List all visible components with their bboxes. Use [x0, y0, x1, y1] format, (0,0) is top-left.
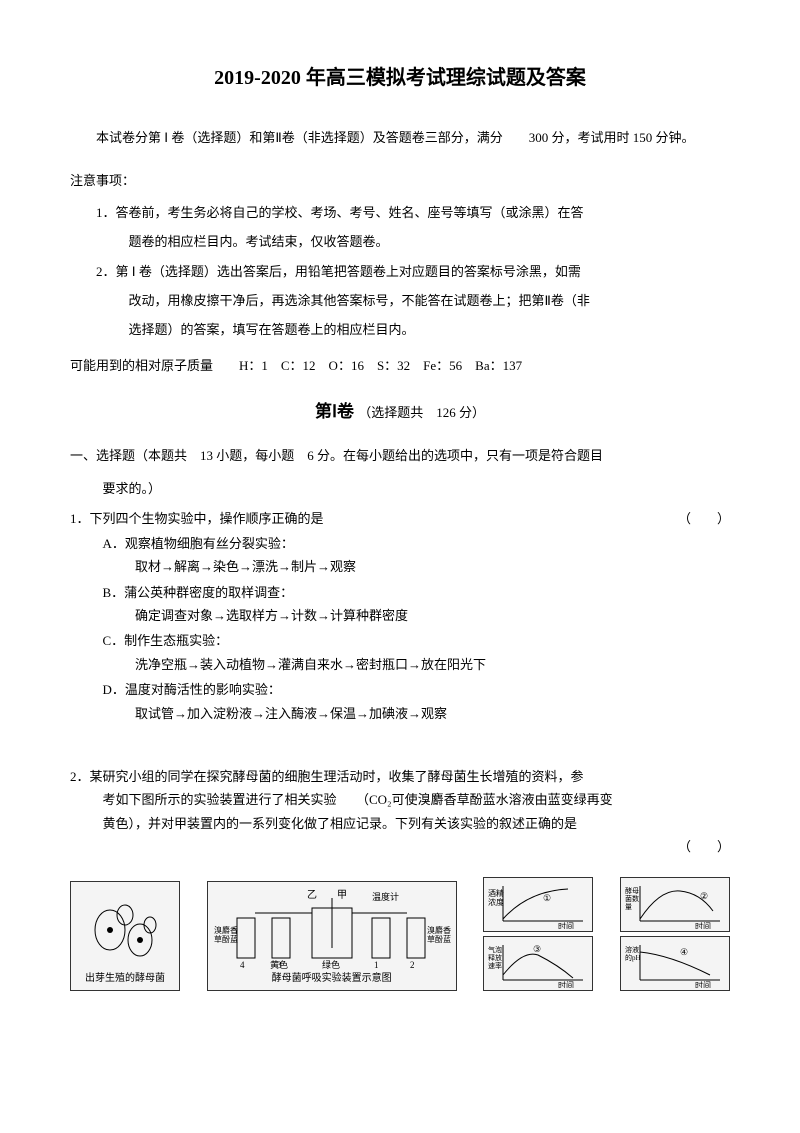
svg-text:溴麝香: 溴麝香 [214, 925, 238, 935]
svg-text:菌数: 菌数 [625, 894, 639, 903]
svg-text:时间: 时间 [695, 980, 711, 988]
section1-head: 一、选择题（本题共 13 小题，每小题 6 分。在每小题给出的选项中，只有一项是… [70, 444, 730, 467]
q2-paren: （ ） [103, 835, 731, 858]
svg-text:③: ③ [533, 944, 541, 954]
svg-text:溶液: 溶液 [625, 945, 639, 954]
svg-text:甲: 甲 [337, 890, 347, 901]
graph2-icon: 酵母 菌数 量 时间 ② [625, 881, 725, 929]
section1-head2: 要求的。） [103, 477, 731, 500]
q2-line2: 考如下图所示的实验装置进行了相关实验 （CO₂可使溴麝香草酚蓝水溶液由蓝变绿再变 [103, 788, 731, 811]
q1-paren: （ ） [678, 507, 730, 530]
note-2c: 选择题）的答案，填写在答题卷上的相应栏目内。 [129, 318, 731, 341]
figure-apparatus: 乙 甲 温度计 溴麝香 草酚蓝 黄色 4 3 绿色 1 2 溴麝香 草酚蓝 酵母… [207, 881, 457, 991]
svg-text:释放: 释放 [488, 953, 502, 962]
svg-text:酵母: 酵母 [625, 887, 639, 895]
svg-text:1: 1 [374, 960, 379, 970]
q1-optA: A．观察植物细胞有丝分裂实验： [103, 532, 731, 555]
notes-heading: 注意事项： [70, 169, 730, 192]
svg-text:浓度: 浓度 [488, 897, 504, 907]
svg-text:乙: 乙 [307, 889, 317, 901]
svg-text:量: 量 [625, 903, 632, 911]
svg-text:草酚蓝: 草酚蓝 [214, 934, 238, 944]
yeast-icon [80, 890, 170, 970]
svg-text:②: ② [700, 891, 708, 901]
svg-text:时间: 时间 [695, 921, 711, 929]
graph1-icon: 酒精 浓度 时间 ① [488, 881, 588, 929]
figure-row: 出芽生殖的酵母菌 乙 甲 温度计 溴麝香 草酚蓝 黄色 4 3 绿色 1 2 溴… [70, 877, 730, 991]
figure-graph2: 酵母 菌数 量 时间 ② [620, 877, 730, 932]
q1-optB2: 确定调查对象→选取样方→计数→计算种群密度 [135, 604, 730, 627]
part1-sub: （选择题共 126 分） [358, 405, 485, 420]
q1-optD: D．温度对酶活性的影响实验： [103, 678, 731, 701]
q1-text: 1．下列四个生物实验中，操作顺序正确的是 [70, 507, 324, 530]
svg-text:绿色: 绿色 [322, 959, 340, 970]
note-2b: 改动，用橡皮擦干净后，再选涂其他答案标号，不能答在试题卷上；把第Ⅱ卷（非 [129, 289, 731, 312]
svg-text:①: ① [543, 893, 551, 903]
svg-text:草酚蓝: 草酚蓝 [427, 934, 451, 944]
svg-text:4: 4 [240, 960, 245, 970]
svg-text:④: ④ [680, 947, 688, 957]
figure-graphs-left: 酒精 浓度 时间 ① 气泡 释放 速率 时间 ③ [483, 877, 593, 991]
q1-optD2: 取试管→加入淀粉液→注入酶液→保温→加碘液→观察 [135, 702, 730, 725]
q2-line1: 2．某研究小组的同学在探究酵母菌的细胞生理活动时，收集了酵母菌生长增殖的资料，参 [70, 765, 730, 788]
svg-text:溴麝香: 溴麝香 [427, 925, 451, 935]
part1-title: 第Ⅰ卷 （选择题共 126 分） [70, 397, 730, 428]
svg-text:酒精: 酒精 [488, 888, 504, 898]
q1-optB: B．蒲公英种群密度的取样调查： [103, 581, 731, 604]
svg-text:温度计: 温度计 [372, 891, 399, 902]
figure-yeast: 出芽生殖的酵母菌 [70, 881, 180, 991]
figure-graphs-right: 酵母 菌数 量 时间 ② 溶液 的pH 时间 ④ [620, 877, 730, 991]
note-1b: 题卷的相应栏目内。考试结束，仅收答题卷。 [129, 230, 731, 253]
figure-graph1: 酒精 浓度 时间 ① [483, 877, 593, 932]
q1-optA2: 取材→解离→染色→漂洗→制片→观察 [135, 555, 730, 578]
q1-optC: C．制作生态瓶实验： [103, 629, 731, 652]
svg-text:气泡: 气泡 [488, 945, 502, 954]
note-2a: 2．第 Ⅰ 卷（选择题）选出答案后，用铅笔把答题卷上对应题目的答案标号涂黑，如需 [96, 260, 730, 283]
svg-text:速率: 速率 [488, 961, 502, 970]
svg-text:时间: 时间 [558, 921, 574, 929]
page-title: 2019-2020 年高三模拟考试理综试题及答案 [70, 60, 730, 96]
figure-graph4: 溶液 的pH 时间 ④ [620, 936, 730, 991]
figure-graph3: 气泡 释放 速率 时间 ③ [483, 936, 593, 991]
atomic-mass: 可能用到的相对原子质量 H：1 C：12 O：16 S：32 Fe：56 Ba：… [70, 354, 730, 377]
svg-text:时间: 时间 [558, 980, 574, 988]
intro-text: 本试卷分第 Ⅰ 卷（选择题）和第Ⅱ卷（非选择题）及答题卷三部分，满分 300 分… [70, 126, 730, 149]
svg-text:2: 2 [410, 960, 415, 970]
svg-text:3: 3 [277, 960, 282, 970]
apparatus-icon: 乙 甲 温度计 溴麝香 草酚蓝 黄色 4 3 绿色 1 2 溴麝香 草酚蓝 [212, 888, 452, 970]
q2-block: 2．某研究小组的同学在探究酵母菌的细胞生理活动时，收集了酵母菌生长增殖的资料，参… [70, 765, 730, 859]
graph3-icon: 气泡 释放 速率 时间 ③ [488, 940, 588, 988]
part1-main: 第Ⅰ卷 [315, 402, 354, 421]
q1-optC2: 洗净空瓶→装入动植物→灌满自来水→密封瓶口→放在阳光下 [135, 653, 730, 676]
graph4-icon: 溶液 的pH 时间 ④ [625, 940, 725, 988]
q1-head: 1．下列四个生物实验中，操作顺序正确的是 （ ） [70, 507, 730, 530]
fig1-caption: 出芽生殖的酵母菌 [85, 970, 165, 988]
svg-text:的pH: 的pH [625, 953, 641, 962]
q2-line3: 黄色），并对甲装置内的一系列变化做了相应记录。下列有关该实验的叙述正确的是 [103, 812, 731, 835]
note-1a: 1．答卷前，考生务必将自己的学校、考场、考号、姓名、座号等填写（或涂黑）在答 [96, 201, 730, 224]
fig2-caption: 酵母菌呼吸实验装置示意图 [272, 970, 392, 988]
